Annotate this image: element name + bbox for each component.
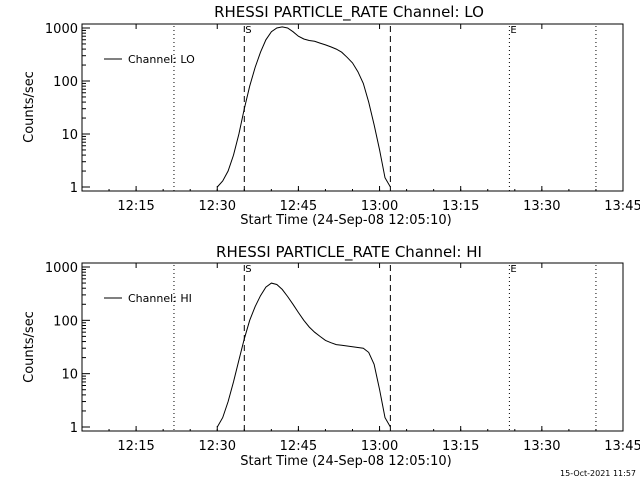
x-tick-label: 12:45 bbox=[280, 439, 317, 454]
x-axis-label: Start Time (24-Sep-08 12:05:10) bbox=[240, 213, 451, 228]
y-axis-ticks: 1 10 100 1000 bbox=[45, 261, 90, 436]
x-tick-label: 12:30 bbox=[199, 439, 236, 454]
y-tick-label: 100 bbox=[53, 75, 78, 90]
chart-title: RHESSI PARTICLE_RATE Channel: LO bbox=[214, 3, 484, 22]
x-tick-label: 13:30 bbox=[523, 439, 560, 454]
x-tick-label: 12:30 bbox=[199, 199, 236, 214]
x-tick-label: 13:30 bbox=[523, 199, 560, 214]
x-tick-label: 13:45 bbox=[604, 439, 640, 454]
x-axis-label: Start Time (24-Sep-08 12:05:10) bbox=[240, 454, 451, 469]
footer-timestamp: 15-Oct-2021 11:57 bbox=[560, 469, 636, 478]
y-tick-label: 1000 bbox=[45, 261, 78, 276]
x-axis-ticks: 12:15 12:30 12:45 13:00 13:15 13:30 13:45 bbox=[81, 24, 640, 214]
series-line-hi bbox=[216, 282, 391, 428]
legend: Channel: LO bbox=[104, 53, 195, 66]
x-tick-label: 13:15 bbox=[442, 199, 479, 214]
x-tick-label: 12:15 bbox=[117, 199, 154, 214]
series-line-lo bbox=[216, 26, 391, 188]
y-tick-label: 1000 bbox=[45, 22, 78, 37]
x-axis-ticks: 12:15 12:30 12:45 13:00 13:15 13:30 13:45 bbox=[81, 263, 640, 454]
legend-label: Channel: LO bbox=[128, 53, 195, 66]
y-tick-label: 1 bbox=[70, 181, 78, 196]
y-axis-ticks: 1 10 100 1000 bbox=[45, 22, 90, 196]
y-tick-label: 100 bbox=[53, 314, 78, 329]
x-tick-label: 13:45 bbox=[604, 199, 640, 214]
y-tick-label: 1 bbox=[70, 421, 78, 436]
marker-label: E bbox=[510, 264, 516, 275]
x-tick-label: 13:15 bbox=[442, 439, 479, 454]
legend-label: Channel: HI bbox=[128, 292, 192, 305]
y-tick-label: 10 bbox=[61, 128, 78, 143]
x-tick-label: 12:45 bbox=[280, 199, 317, 214]
y-tick-label: 10 bbox=[61, 368, 78, 383]
marker-label: S bbox=[245, 25, 251, 36]
y-axis-label: Counts/sec bbox=[22, 311, 37, 383]
plot-frame bbox=[81, 23, 624, 192]
chart-title: RHESSI PARTICLE_RATE Channel: HI bbox=[216, 243, 482, 262]
marker-label: S bbox=[245, 264, 251, 275]
x-tick-label: 13:00 bbox=[361, 199, 398, 214]
x-tick-label: 12:15 bbox=[117, 439, 154, 454]
legend: Channel: HI bbox=[104, 292, 192, 305]
y-axis-label: Counts/sec bbox=[22, 71, 37, 143]
x-tick-label: 13:00 bbox=[361, 439, 398, 454]
marker-label: E bbox=[510, 25, 516, 36]
